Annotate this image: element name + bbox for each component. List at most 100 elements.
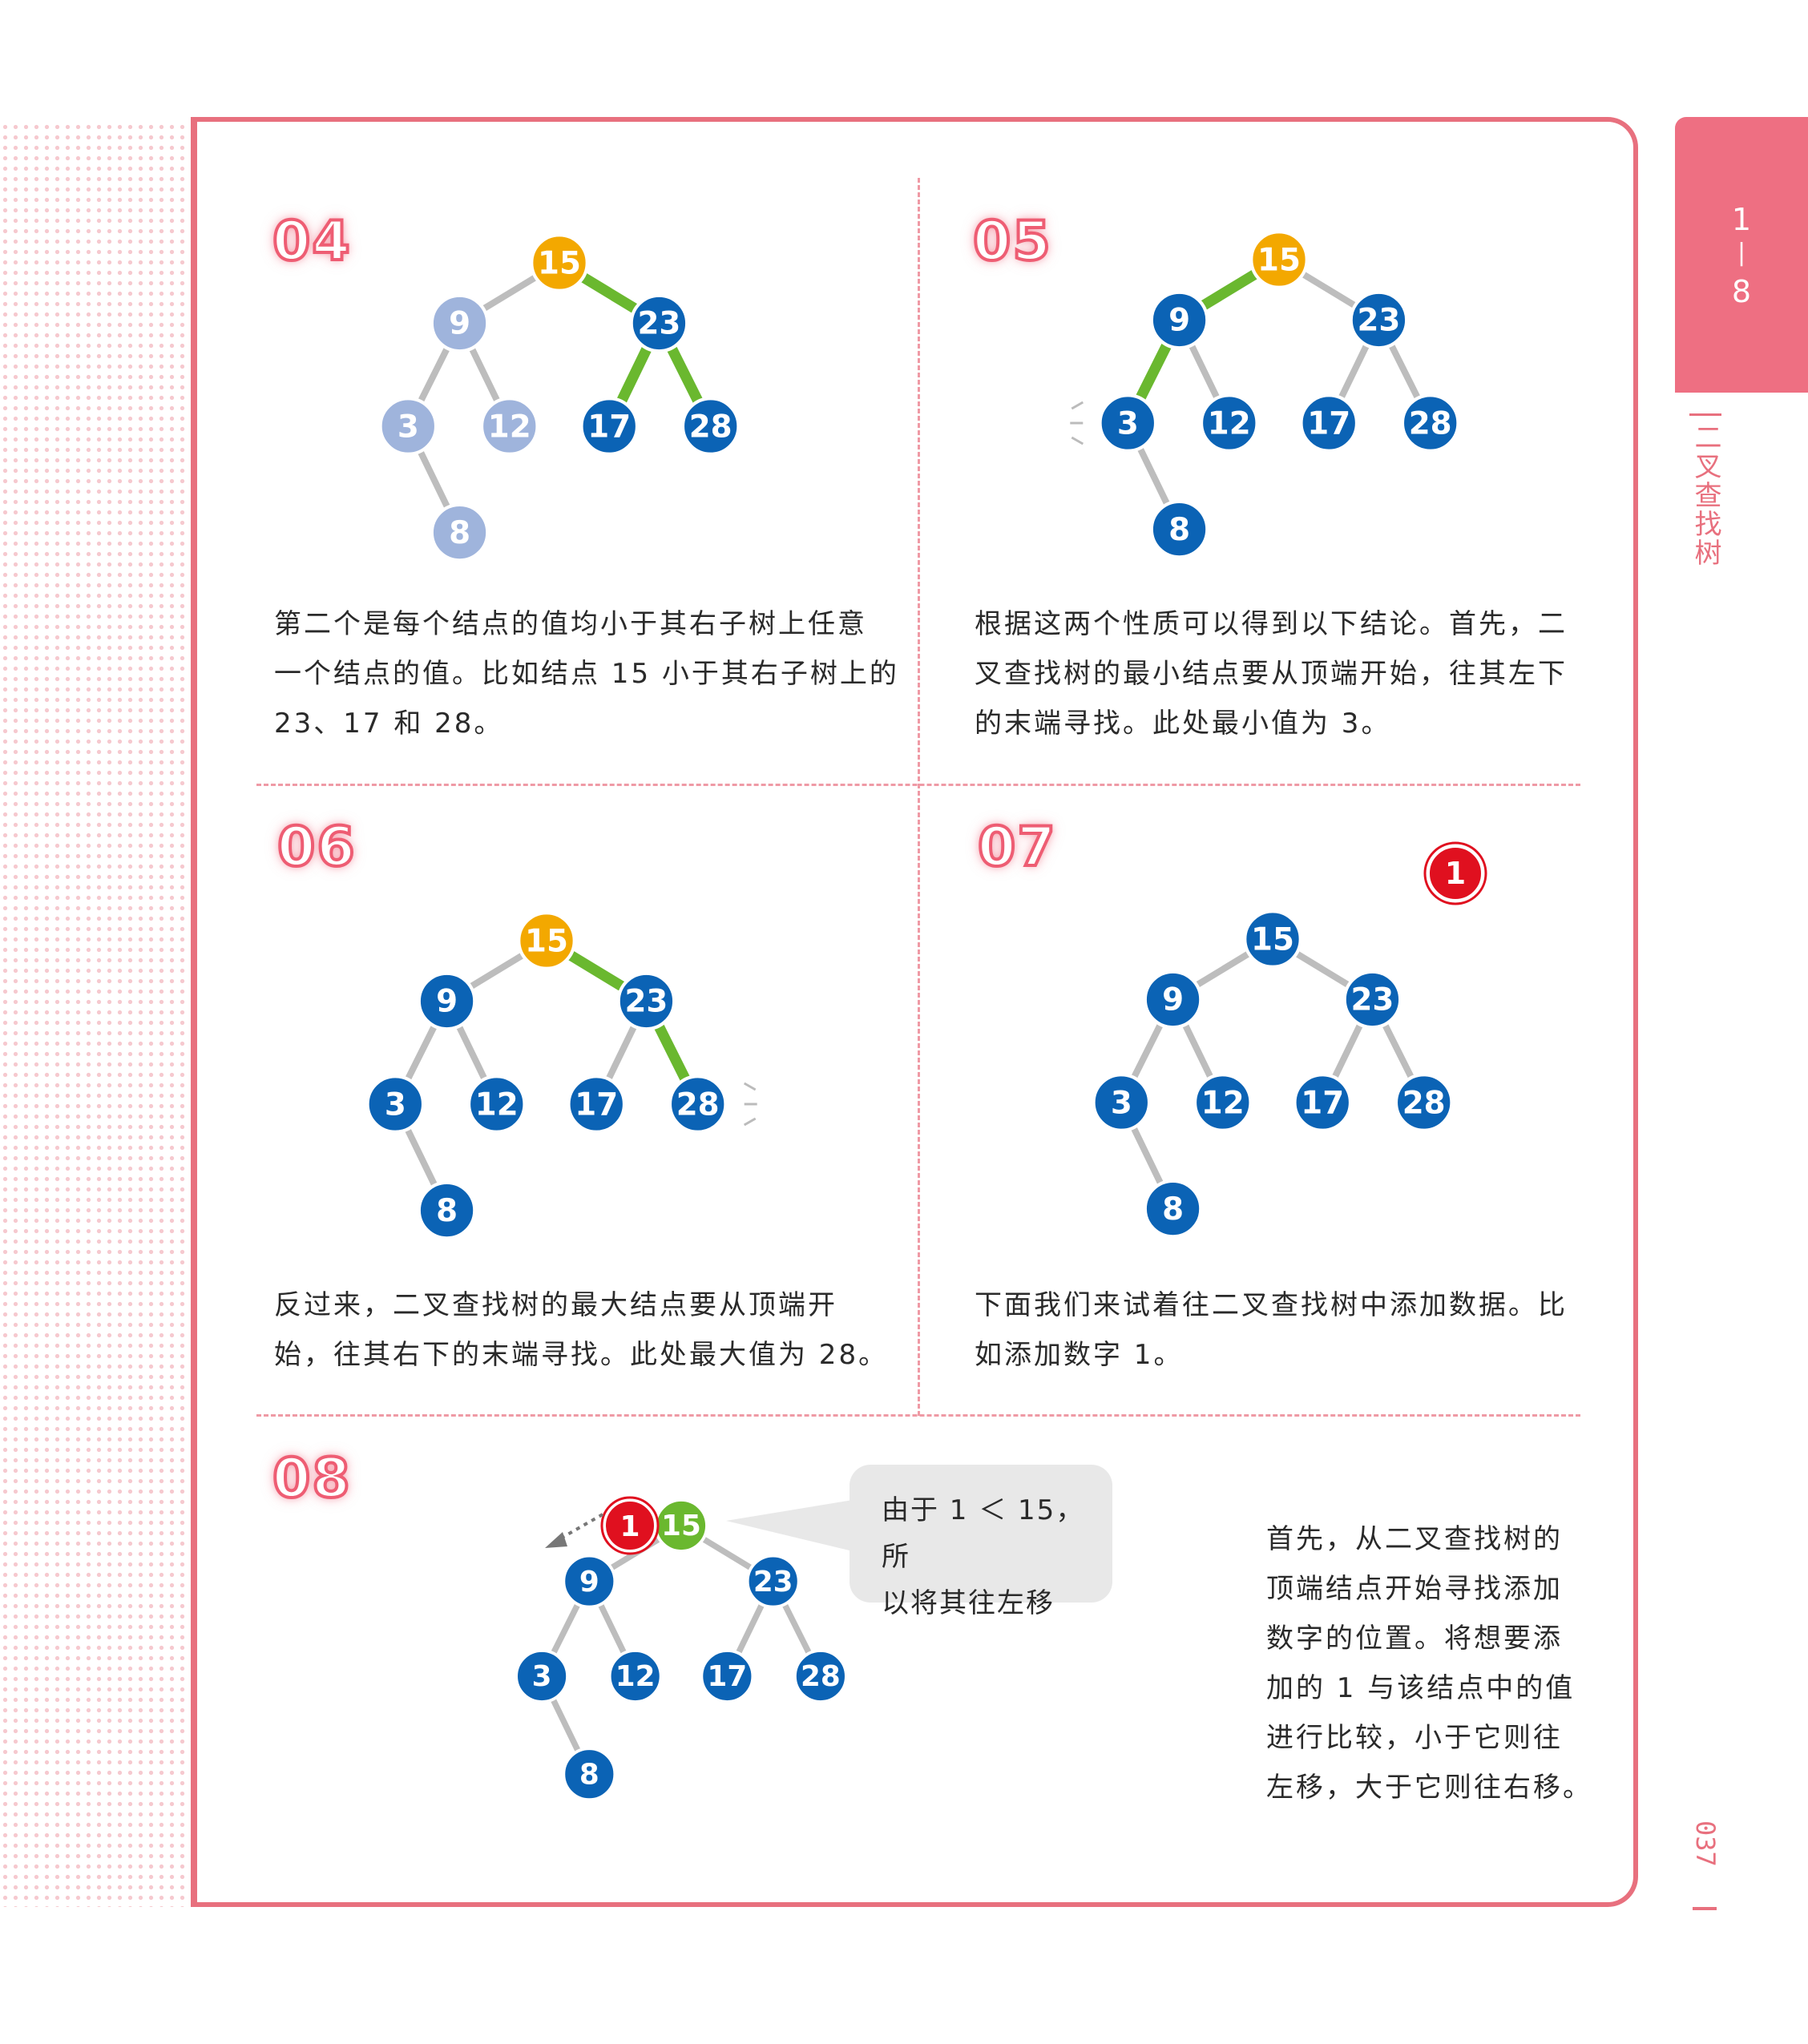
speech-bubble-text: 由于 1 ＜ 15，所 以将其往左移 xyxy=(882,1487,1106,1627)
tree05-label-9: 9 xyxy=(1168,303,1190,339)
tree07-node-15 xyxy=(1243,909,1302,969)
section-title: 二叉查找树 xyxy=(1689,423,1721,567)
caption-line: 第二个是每个结点的值均小于其右子树上任意 xyxy=(274,608,867,640)
caption-line: 首先，从二叉查找树的 xyxy=(1266,1523,1563,1555)
tree05-label-23: 23 xyxy=(1357,303,1400,339)
caption-line: 如添加数字 1。 xyxy=(975,1339,1184,1371)
tree08-label-15: 15 xyxy=(661,1510,701,1542)
tree04-label-3: 3 xyxy=(398,409,419,445)
tree07-node-17 xyxy=(1293,1073,1352,1132)
tree05-label-3: 3 xyxy=(1117,405,1139,441)
tree08-label-23: 23 xyxy=(753,1566,793,1599)
tree05-min-tick xyxy=(1071,401,1084,410)
caption-line: 顶端结点开始寻找添加 xyxy=(1266,1573,1563,1605)
tree05-label-15: 15 xyxy=(1257,242,1301,278)
tree07-label-17: 17 xyxy=(1301,1085,1344,1121)
tree07-node-8 xyxy=(1143,1179,1203,1239)
tree04-node-17 xyxy=(579,397,639,456)
step-number-07: 07 xyxy=(976,814,1057,881)
caption-line: 23、17 和 28。 xyxy=(274,708,504,740)
tree08-label-28: 28 xyxy=(801,1660,841,1693)
page-number-rule xyxy=(1693,1907,1717,1910)
tree05-label-8: 8 xyxy=(1168,512,1190,548)
tree06-label-17: 17 xyxy=(575,1087,618,1123)
tree04-label-23: 23 xyxy=(637,306,680,342)
tree04-label-12: 12 xyxy=(488,409,531,445)
caption-line: 根据这两个性质可以得到以下结论。首先，二 xyxy=(975,608,1568,640)
tree06-node-15 xyxy=(517,911,576,970)
tree04-node-28 xyxy=(680,397,741,456)
tree05-min-tick xyxy=(1071,436,1084,445)
caption-line: 一个结点的值。比如结点 15 小于其右子树上的 xyxy=(274,658,899,690)
tree08-label-9: 9 xyxy=(579,1566,599,1599)
bubble-line: 以将其往左移 xyxy=(882,1587,1055,1619)
tree07-label-12: 12 xyxy=(1201,1085,1245,1121)
tree06-node-9 xyxy=(417,971,477,1031)
tree07-node-3 xyxy=(1092,1073,1152,1132)
tree05-node-9 xyxy=(1149,290,1209,350)
tree05-node-28 xyxy=(1400,393,1460,453)
tree07-label-8: 8 xyxy=(1162,1191,1184,1228)
tree06-node-17 xyxy=(567,1074,626,1134)
caption-line: 反过来，二叉查找树的最大结点要从顶端开 xyxy=(274,1289,837,1321)
tree08-label-17: 17 xyxy=(707,1660,747,1693)
tree06-node-3 xyxy=(365,1074,426,1134)
tree06-max-tick xyxy=(743,1117,757,1127)
tree06-max-tick xyxy=(743,1082,757,1091)
tree08-move-arrow-line xyxy=(557,1513,603,1542)
speech-bubble xyxy=(850,1465,1112,1603)
tree08-node-23 xyxy=(745,1554,801,1609)
chapter-number-bottom: 8 xyxy=(1731,274,1752,309)
caption-line: 叉查找树的最小结点要从顶端开始，往其左下 xyxy=(975,658,1568,690)
caption-line: 加的 1 与该结点中的值 xyxy=(1266,1672,1576,1704)
tree08-new-node xyxy=(603,1498,657,1553)
tree07-new-label: 1 xyxy=(1445,856,1466,891)
caption-line: 数字的位置。将想要添 xyxy=(1266,1623,1563,1655)
tree07-node-9 xyxy=(1143,970,1203,1030)
tree04-node-12 xyxy=(480,397,539,456)
divider-horizontal-1 xyxy=(256,784,1580,786)
chapter-separator: | xyxy=(1737,239,1746,267)
section-title-rule xyxy=(1689,413,1721,416)
tree08-node-28 xyxy=(793,1649,848,1703)
frame-left-bar xyxy=(191,117,197,1907)
tree04-node-3 xyxy=(378,397,438,456)
tree08-node-17 xyxy=(700,1649,755,1703)
tree06-label-28: 28 xyxy=(676,1087,720,1123)
tree05-node-12 xyxy=(1200,393,1259,453)
tree08-label-3: 3 xyxy=(532,1660,552,1693)
tree05-node-8 xyxy=(1149,499,1209,559)
tree08-label-12: 12 xyxy=(615,1660,656,1693)
tree05-label-12: 12 xyxy=(1208,405,1251,441)
bubble-line: 由于 1 ＜ 15，所 xyxy=(882,1494,1085,1573)
tree04-label-28: 28 xyxy=(689,409,732,445)
tree06-label-3: 3 xyxy=(385,1087,406,1123)
step-number-08: 08 xyxy=(271,1445,352,1512)
tree04-label-9: 9 xyxy=(449,306,470,342)
tree04-label-8: 8 xyxy=(449,515,470,551)
tree04-label-15: 15 xyxy=(538,245,581,281)
tree07-node-23 xyxy=(1342,970,1402,1030)
tree08-new-node-ring xyxy=(600,1496,660,1555)
tree07-label-15: 15 xyxy=(1251,921,1294,957)
step-number-04: 04 xyxy=(271,208,352,275)
tree07-new-node xyxy=(1427,845,1484,902)
caption-line: 下面我们来试着往二叉查找树中添加数据。比 xyxy=(975,1289,1568,1321)
tree06-label-8: 8 xyxy=(436,1193,458,1229)
step-number-05: 05 xyxy=(971,208,1052,275)
tree06-node-23 xyxy=(616,971,676,1031)
caption-05: 根据这两个性质可以得到以下结论。首先，二 叉查找树的最小结点要从顶端开始，往其左… xyxy=(975,599,1568,748)
tree08-node-12 xyxy=(607,1649,663,1703)
tree07-label-9: 9 xyxy=(1162,982,1184,1018)
tree06-label-15: 15 xyxy=(525,923,568,959)
tree05-label-17: 17 xyxy=(1307,405,1350,441)
tree05-node-23 xyxy=(1349,290,1409,350)
tree06-node-8 xyxy=(417,1180,477,1240)
tree06-node-12 xyxy=(467,1074,527,1134)
page-number-digits: 037 xyxy=(1690,1820,1721,1867)
step-number-06: 06 xyxy=(276,814,357,881)
caption-line: 进行比较，小于它则往 xyxy=(1266,1722,1563,1754)
caption-08: 首先，从二叉查找树的 顶端结点开始寻找添加 数字的位置。将想要添 加的 1 与该… xyxy=(1266,1514,1592,1812)
caption-06: 反过来，二叉查找树的最大结点要从顶端开 始，往其右下的末端寻找。此处最大值为 2… xyxy=(274,1280,888,1380)
tree04-node-15 xyxy=(530,233,589,292)
